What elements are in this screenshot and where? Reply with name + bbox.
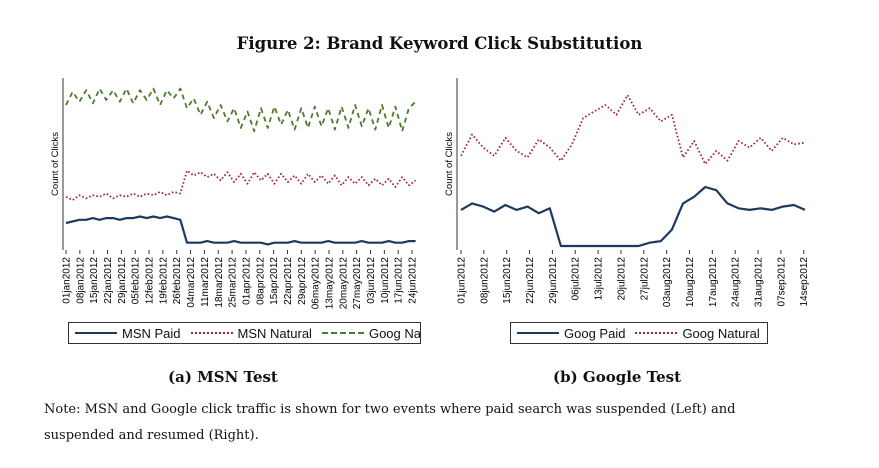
x-tick-label: 08jun2012 bbox=[479, 257, 490, 304]
x-tick-label: 29jun2012 bbox=[548, 257, 559, 304]
x-tick-label: 03aug2012 bbox=[662, 257, 673, 307]
x-tick-label: 10jun2012 bbox=[380, 257, 391, 304]
x-tick-label: 14sep2012 bbox=[799, 257, 810, 307]
x-tick-label: 12feb2012 bbox=[145, 257, 156, 305]
x-tick-label: 17aug2012 bbox=[708, 257, 719, 307]
caption-google-test: (b) Google Test bbox=[553, 368, 682, 386]
x-tick-label: 24aug2012 bbox=[731, 257, 742, 307]
note-line-2: suspended and resumed (Right). bbox=[44, 428, 259, 443]
y-axis-label: Count of Clicks bbox=[50, 132, 61, 196]
legend-item-goog-paid: Goog Paid bbox=[517, 326, 625, 341]
series-line-goog-natural bbox=[460, 94, 806, 165]
dashed-line-swatch-icon bbox=[321, 332, 364, 334]
x-tick-label: 18mar2012 bbox=[214, 257, 225, 308]
x-tick-label: 22jun2012 bbox=[525, 257, 536, 304]
x-tick-label: 10aug2012 bbox=[685, 257, 696, 307]
x-tick-label: 06jul2012 bbox=[571, 257, 582, 301]
x-tick-label: 17jun2012 bbox=[394, 257, 405, 304]
x-tick-label: 25mar2012 bbox=[228, 257, 239, 308]
x-tick-label: 13may2012 bbox=[324, 257, 335, 310]
x-tick-label: 01apr2012 bbox=[241, 257, 252, 305]
x-tick-label: 27jul2012 bbox=[639, 257, 650, 301]
x-tick-label: 06may2012 bbox=[311, 257, 322, 310]
legend-google: Goog Paid Goog Natural bbox=[510, 322, 768, 344]
x-tick-label: 03jun2012 bbox=[366, 257, 377, 304]
solid-line-swatch-icon bbox=[517, 332, 559, 334]
x-tick-label: 27may2012 bbox=[352, 257, 363, 310]
y-axis-label: Count of Clicks bbox=[444, 132, 455, 196]
x-tick-label: 29apr2012 bbox=[297, 257, 308, 305]
x-tick-label: 15apr2012 bbox=[269, 257, 280, 305]
x-tick-label: 01jan2012 bbox=[62, 257, 73, 304]
x-tick-label: 08apr2012 bbox=[255, 257, 266, 305]
x-tick-label: 22apr2012 bbox=[283, 257, 294, 305]
legend-label: Goog Paid bbox=[564, 325, 626, 341]
legend-item-msn-natural: MSN Natural bbox=[190, 325, 312, 341]
x-tick-label: 04mar2012 bbox=[186, 257, 197, 308]
x-tick-label: 31aug2012 bbox=[754, 257, 765, 307]
legend-msn: MSN Paid MSN Natural Goog Natural bbox=[68, 322, 421, 344]
x-tick-label: 26feb2012 bbox=[172, 257, 183, 305]
x-tick-label: 22jan2012 bbox=[103, 257, 114, 304]
series-line-msn-natural bbox=[65, 169, 417, 202]
x-tick-label: 24jun2012 bbox=[408, 257, 419, 304]
legend-label: MSN Paid bbox=[122, 325, 181, 341]
solid-line-swatch-icon bbox=[75, 332, 117, 334]
x-tick-label: 15jun2012 bbox=[502, 257, 513, 304]
note-line-1: Note: MSN and Google click traffic is sh… bbox=[44, 402, 736, 417]
figure-title: Figure 2: Brand Keyword Click Substituti… bbox=[236, 34, 643, 53]
x-tick-label: 19feb2012 bbox=[158, 257, 169, 305]
legend-label: MSN Natural bbox=[237, 325, 312, 341]
x-tick-label: 13jul2012 bbox=[594, 257, 605, 301]
legend-label: Goog Natural bbox=[368, 325, 421, 341]
x-tick-label: 29jan2012 bbox=[117, 257, 128, 304]
x-tick-label: 07sep2012 bbox=[776, 257, 787, 307]
series-line-goog-paid bbox=[460, 185, 806, 248]
x-tick-label: 20may2012 bbox=[338, 257, 349, 310]
series-line-msn-paid bbox=[65, 215, 416, 246]
x-tick-label: 20jul2012 bbox=[616, 257, 627, 301]
legend-item-msn-paid: MSN Paid bbox=[75, 326, 181, 341]
legend-item-goog-natural: Goog Natural bbox=[635, 325, 760, 341]
x-tick-label: 15jan2012 bbox=[89, 257, 100, 304]
x-tick-label: 05feb2012 bbox=[131, 257, 142, 305]
x-tick-label: 01jun2012 bbox=[457, 257, 468, 304]
legend-label: Goog Natural bbox=[682, 325, 760, 341]
x-tick-label: 08jan2012 bbox=[75, 257, 86, 304]
dotted-line-swatch-icon bbox=[635, 332, 678, 334]
caption-msn-test: (a) MSN Test bbox=[168, 368, 278, 386]
dotted-line-swatch-icon bbox=[190, 332, 233, 334]
x-tick-label: 11mar2012 bbox=[200, 257, 211, 307]
series-line-goog-natural bbox=[65, 87, 417, 133]
legend-item-goog-natural: Goog Natural bbox=[321, 325, 421, 341]
